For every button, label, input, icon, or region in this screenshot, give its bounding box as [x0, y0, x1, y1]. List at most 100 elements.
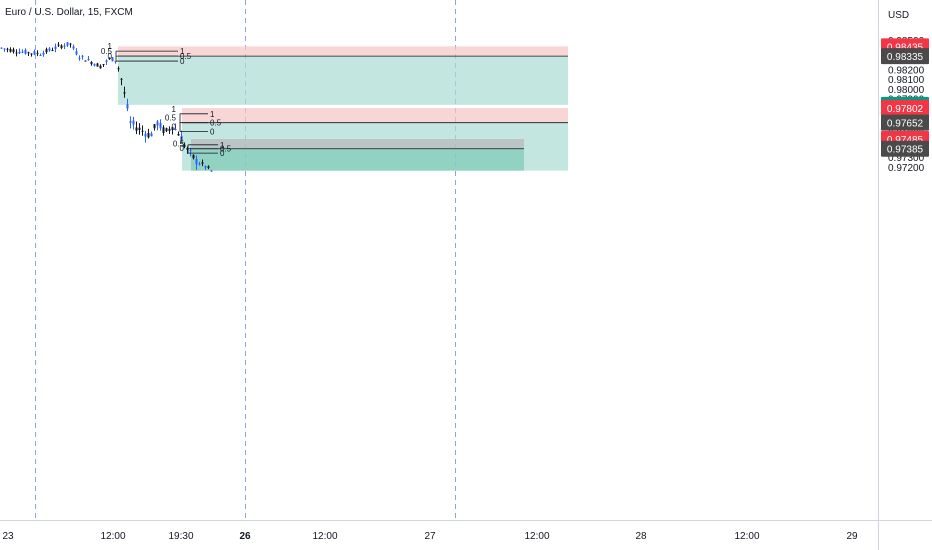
candle-body: [138, 127, 141, 130]
price-tick-label: 0.98000: [888, 85, 925, 96]
currency-label: USD: [888, 10, 909, 21]
fib-level-label-left: 0.5: [101, 47, 113, 56]
candle-body: [192, 154, 195, 159]
fib-level-label-left: 0.5: [165, 114, 177, 123]
candle-body: [210, 170, 213, 172]
candle-body: [87, 58, 90, 61]
candle-body: [12, 49, 15, 53]
price-tick-label: 0.97200: [888, 163, 925, 174]
price-tick-label: 0.98100: [888, 75, 925, 86]
candle-body: [54, 46, 57, 49]
candle-body: [162, 127, 165, 134]
fib-level-label-left: 1: [180, 136, 185, 145]
fib-level-label-right: 0: [180, 57, 185, 66]
candle-body: [36, 52, 39, 54]
price-badge-label: 0.98335: [887, 52, 924, 63]
time-tick-label: 12:00: [312, 531, 337, 542]
candle-body: [177, 133, 180, 136]
candle-body: [33, 51, 36, 55]
time-tick-label: 26: [239, 531, 251, 542]
candle-body: [156, 121, 159, 126]
time-tick-label: 29: [846, 531, 858, 542]
fib-level-label-left: 1: [108, 42, 113, 51]
candle-body: [108, 58, 111, 60]
candle-body: [63, 45, 66, 47]
position-zones: [118, 46, 568, 171]
time-tick-label: 12:00: [734, 531, 759, 542]
candle-body: [30, 53, 33, 55]
candle-body: [207, 166, 210, 169]
fib-level-label-left: 0: [172, 123, 177, 132]
candle-body: [84, 60, 87, 62]
candle-body: [72, 46, 75, 49]
candle-body: [18, 51, 21, 54]
candle-body: [9, 48, 12, 52]
candle-body: [75, 51, 78, 55]
fib-level-label-left: 0: [180, 144, 185, 153]
price-badge-label: 0.97485: [887, 135, 924, 146]
session-separators: [35, 0, 456, 520]
candle-body: [204, 165, 207, 168]
time-tick-label: 27: [424, 531, 436, 542]
candle-body: [105, 60, 108, 62]
candle-body: [114, 61, 117, 63]
candle-body: [39, 54, 42, 56]
time-tick-label: 19:30: [168, 531, 193, 542]
candle-body: [129, 121, 132, 123]
fib-level-label-right: 0.5: [210, 119, 222, 128]
candle-body: [42, 52, 45, 55]
candle-body: [21, 51, 24, 53]
candle-body: [153, 124, 156, 129]
candle-body: [90, 61, 93, 65]
candle-body: [201, 162, 204, 164]
fib-level-label-left: 0.5: [173, 140, 185, 149]
candle-body: [48, 48, 51, 51]
candle-body: [135, 127, 138, 131]
price-badge-label: 0.97385: [887, 145, 924, 156]
price-tick-label: 0.97300: [888, 153, 925, 164]
fib-level-label-right: 0.5: [220, 145, 232, 154]
target-zone: [191, 148, 524, 171]
candle-body: [150, 133, 153, 137]
candle-body: [117, 68, 120, 70]
candle-body: [141, 130, 144, 132]
candle-body: [189, 150, 192, 152]
candle-body: [165, 128, 168, 132]
candle-body: [186, 147, 189, 151]
fib-level-label-right: 0: [220, 149, 225, 158]
fib-level-label-right: 0: [210, 128, 215, 137]
candle-body: [195, 158, 198, 165]
candle-body: [99, 65, 102, 69]
candle-body: [168, 128, 171, 131]
candles: [0, 41, 213, 172]
candle-body: [132, 120, 135, 125]
fib-level-label-left: 1: [172, 105, 177, 114]
fib-level-label-right: 1: [220, 141, 225, 150]
candle-body: [57, 44, 60, 46]
candle-body: [45, 49, 48, 53]
price-badge-label: 0.97802: [887, 104, 924, 115]
symbol-title[interactable]: Euro / U.S. Dollar, 15, FXCM: [5, 7, 133, 18]
candle-body: [69, 43, 72, 45]
price-badge: [881, 140, 929, 157]
candle-body: [144, 133, 147, 137]
time-tick-label: 12:00: [100, 531, 125, 542]
time-ticks[interactable]: 23 12:00 19:30 26 12:00 27 12:00 28 12:00 29: [2, 531, 858, 542]
candle-body: [174, 128, 177, 130]
target-zone: [118, 56, 568, 105]
candle-body: [6, 48, 9, 50]
candle-body: [93, 64, 96, 66]
candle-body: [0, 47, 3, 49]
price-badge: [881, 114, 929, 131]
time-tick-label: 12:00: [524, 531, 549, 542]
candle-body: [24, 49, 27, 54]
candle-body: [183, 144, 186, 147]
fib-level-label-right: 0.5: [180, 52, 192, 61]
time-tick-label: 23: [2, 531, 14, 542]
candle-body: [66, 42, 69, 46]
price-badge: [881, 48, 929, 65]
candle-body: [3, 48, 6, 50]
